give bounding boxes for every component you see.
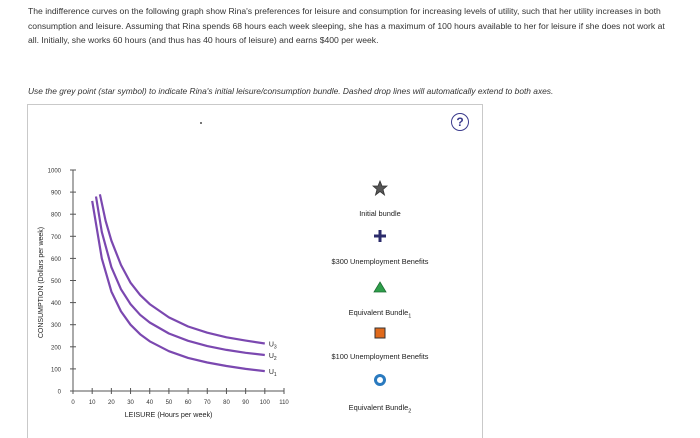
x-tick-label: 10 xyxy=(89,400,96,406)
benefit-300-tool[interactable] xyxy=(372,228,388,244)
y-axis-label: CONSUMPTION (Dollars per week) xyxy=(38,227,45,338)
x-tick-label: 30 xyxy=(127,400,134,406)
x-tick-label: 60 xyxy=(185,400,192,406)
equivalent-bundle-1-tool[interactable] xyxy=(372,279,388,295)
y-tick-label: 300 xyxy=(51,323,62,329)
y-tick-label: 1000 xyxy=(48,169,62,175)
equivalent-bundle-1-label: Equivalent Bundle1 xyxy=(348,308,412,320)
help-button[interactable]: ? xyxy=(451,113,469,131)
y-tick-label: 900 xyxy=(51,191,62,197)
y-tick-label: 100 xyxy=(51,367,62,373)
x-tick-label: 90 xyxy=(242,400,249,406)
x-tick-label: 70 xyxy=(204,400,211,406)
star-icon xyxy=(372,180,388,196)
equivalent-bundle-2-label: Equivalent Bundle2 xyxy=(348,403,412,415)
benefit-300-label: $300 Unemployment Benefits xyxy=(331,257,429,266)
indifference-curve-u2 xyxy=(94,196,265,357)
x-axis-label: LEISURE (Hours per week) xyxy=(125,410,213,419)
x-tick-label: 50 xyxy=(166,400,173,406)
x-tick-label: 20 xyxy=(108,400,115,406)
x-tick-label: 0 xyxy=(71,400,75,406)
circle-icon xyxy=(374,374,386,386)
y-tick-label: 400 xyxy=(51,301,62,307)
benefit-100-label: $100 Unemployment Benefits xyxy=(331,352,429,361)
x-tick-label: 80 xyxy=(223,400,230,406)
indifference-curve-u3 xyxy=(98,194,265,345)
initial-bundle-label: Initial bundle xyxy=(359,209,401,218)
curve-label-u2: U2 xyxy=(269,353,277,362)
initial-bundle-tool[interactable] xyxy=(372,180,388,196)
graph-panel xyxy=(27,104,483,438)
triangle-icon xyxy=(373,281,387,293)
plus-icon xyxy=(374,230,386,242)
equivalent-bundle-2-tool[interactable] xyxy=(372,372,388,388)
x-tick-label: 110 xyxy=(279,400,289,406)
y-tick-label: 800 xyxy=(51,213,62,219)
y-tick-label: 600 xyxy=(51,257,62,263)
indifference-curve-u1 xyxy=(91,200,265,373)
question-intro: The indifference curves on the following… xyxy=(28,6,665,46)
x-tick-label: 100 xyxy=(260,400,271,406)
curve-label-u3: U3 xyxy=(269,341,277,350)
benefit-100-tool[interactable] xyxy=(372,325,388,341)
x-tick-label: 40 xyxy=(146,400,153,406)
curve-label-u1: U1 xyxy=(269,369,277,378)
y-tick-label: 200 xyxy=(51,345,62,351)
y-tick-label: 500 xyxy=(51,279,62,285)
question-instruction: Use the grey point (star symbol) to indi… xyxy=(28,86,554,96)
panel-marker xyxy=(200,122,202,124)
square-icon xyxy=(374,327,386,339)
y-tick-label: 700 xyxy=(51,235,62,241)
y-tick-label: 0 xyxy=(58,390,62,396)
